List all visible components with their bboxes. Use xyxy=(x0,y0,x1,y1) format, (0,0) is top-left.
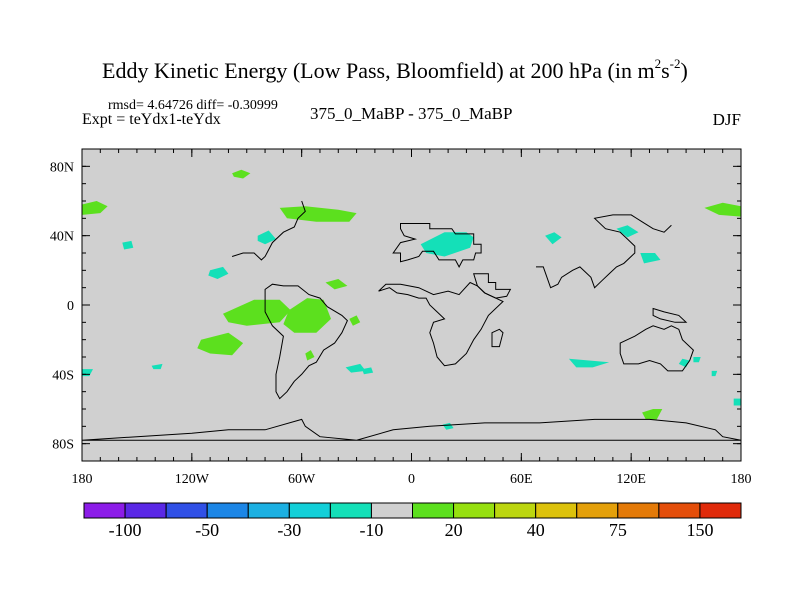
coastline-eurasia-north-africa xyxy=(392,223,482,268)
colorbar-swatch xyxy=(453,502,496,519)
x-tick-label: 0 xyxy=(408,472,415,487)
y-tick-label: 80S xyxy=(52,438,74,453)
colorbar-label: -100 xyxy=(109,520,142,540)
coastline-south-america xyxy=(264,283,349,400)
coastline-madagascar xyxy=(491,328,504,348)
coastline-antarctica xyxy=(81,418,742,441)
y-tick-label: 80N xyxy=(50,160,74,175)
anomaly-region-north-pacific-teal xyxy=(122,240,134,250)
anomaly-region-eastern-pacific-teal-2 xyxy=(733,398,741,406)
experiment-label: Expt = teYdx1-teYdx xyxy=(82,111,221,128)
chart-title: Eddy Kinetic Energy (Low Pass, Bloomfiel… xyxy=(102,56,688,83)
colorbar: -100 -50 -30 -10 20 40 75 150 xyxy=(83,502,742,540)
map-background xyxy=(82,149,741,461)
anomaly-region-south-atlantic-green-d xyxy=(305,350,315,361)
anomaly-region-south-pacific-green xyxy=(197,332,244,356)
anomaly-region-south-atlantic-teal xyxy=(345,363,366,373)
anomaly-region-small-green-c xyxy=(349,315,361,326)
colorbar-swatch xyxy=(658,502,701,519)
colorbar-label: 75 xyxy=(609,520,627,540)
anomaly-region-south-pacific-teal-small xyxy=(151,363,163,370)
x-tick-label: 180 xyxy=(72,472,93,487)
anomaly-region-mid-pacific-teal xyxy=(208,266,229,279)
anomaly-region-mid-atlantic-green xyxy=(325,279,348,290)
coastline-australia xyxy=(619,325,694,372)
title-exponent-1: 2 xyxy=(654,56,662,71)
colorbar-swatch xyxy=(247,502,290,519)
stats-label: rmsd= 4.64726 diff= -0.30999 xyxy=(108,98,278,113)
anomaly-region-india-teal xyxy=(545,232,562,245)
title-exponent-2: -2 xyxy=(669,56,681,71)
colorbar-label: -10 xyxy=(359,520,383,540)
anomaly-region-east-asia-teal xyxy=(616,225,639,238)
y-tick-label: 40S xyxy=(52,368,74,383)
coastline-new-guinea xyxy=(652,307,688,323)
colorbar-swatch xyxy=(124,502,167,519)
colorbar-swatch xyxy=(370,502,413,519)
colorbar-swatch xyxy=(494,502,537,519)
x-tick-label: 60W xyxy=(288,472,316,487)
coastline-africa xyxy=(378,281,504,367)
colorbar-swatch xyxy=(412,502,455,519)
season-label: DJF xyxy=(712,110,741,129)
anomaly-region-southern-ocean-green xyxy=(642,409,663,420)
colorbar-swatch xyxy=(165,502,208,519)
anomaly-region-north-pacific-aleutian xyxy=(232,169,251,179)
anomaly-region-west-pacific-green xyxy=(704,202,741,217)
colorbar-label: 150 xyxy=(686,520,713,540)
map-layer xyxy=(81,149,742,461)
x-tick-label: 120E xyxy=(616,472,646,487)
colorbar-swatch xyxy=(288,502,331,519)
anomaly-region-north-pacific-west xyxy=(82,201,108,215)
x-tick-label: 120W xyxy=(175,472,210,487)
colorbar-swatch xyxy=(535,502,578,519)
colorbar-swatch xyxy=(576,502,619,519)
anomaly-region-far-southern-teal xyxy=(711,370,718,377)
anomaly-region-east-australia-teal-2 xyxy=(693,357,701,363)
colorbar-label: 40 xyxy=(527,520,545,540)
anomaly-region-equatorial-green-b xyxy=(283,298,331,333)
anomaly-region-south-atlantic-teal-2 xyxy=(362,367,374,375)
colorbar-swatch xyxy=(329,502,372,519)
anomaly-region-atlantic-teal xyxy=(257,230,276,245)
colorbar-swatch xyxy=(206,502,249,519)
colorbar-swatch xyxy=(83,502,126,519)
colorbar-label: -30 xyxy=(277,520,301,540)
anomaly-region-indian-ocean-teal xyxy=(568,358,610,368)
y-tick-label: 40N xyxy=(50,230,74,245)
x-tick-label: 60E xyxy=(510,472,533,487)
anomaly-region-north-pacific-east-teal xyxy=(640,253,661,264)
colorbar-label: 20 xyxy=(445,520,463,540)
axes-layer: 180 120W 60W 0 60E 120E 180 80N 40N 0 40S 80S xyxy=(50,148,752,487)
colorbar-swatch xyxy=(617,502,660,519)
x-tick-label: 180 xyxy=(731,472,752,487)
center-label: 375_0_MaBP - 375_0_MaBP xyxy=(310,104,513,123)
colorbar-label: -50 xyxy=(195,520,219,540)
colorbar-swatch xyxy=(699,502,742,519)
coastline-india-asia xyxy=(536,214,672,289)
anomaly-region-mediterranean-teal xyxy=(420,232,474,257)
coastline-north-america-east xyxy=(231,200,306,261)
anomaly-region-equatorial-green-a xyxy=(223,299,291,326)
y-tick-label: 0 xyxy=(67,299,74,314)
